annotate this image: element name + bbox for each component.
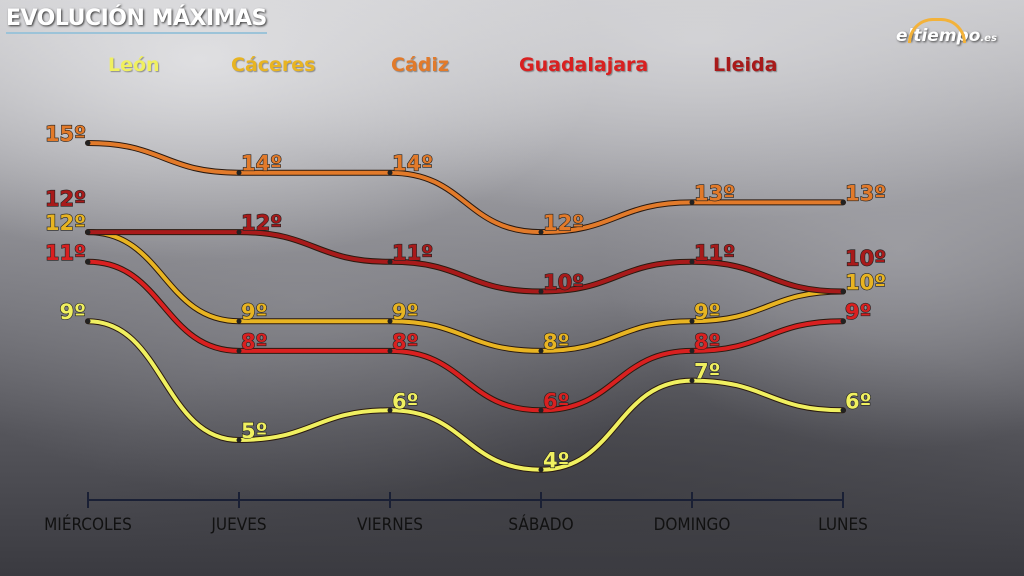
data-point bbox=[840, 199, 846, 205]
data-label: 12º bbox=[543, 211, 584, 235]
data-label: 9º bbox=[694, 300, 720, 324]
data-label: 10º bbox=[543, 271, 584, 295]
data-point bbox=[689, 318, 695, 324]
legend-item-guadalajara: Guadalajara bbox=[519, 54, 649, 76]
chart-title: EVOLUCIÓN MÁXIMAS bbox=[6, 6, 267, 34]
x-tick-label: DOMINGO bbox=[654, 515, 731, 535]
data-point bbox=[387, 318, 393, 324]
data-label: 15º bbox=[45, 122, 86, 146]
data-point bbox=[85, 259, 91, 265]
x-tick-label: LUNES bbox=[818, 515, 868, 535]
data-point bbox=[538, 289, 544, 294]
data-point bbox=[236, 229, 242, 235]
data-point bbox=[840, 318, 846, 324]
data-label: 8º bbox=[694, 330, 720, 354]
data-label: 10º bbox=[845, 247, 886, 271]
data-label: 11º bbox=[694, 241, 735, 265]
data-point bbox=[85, 229, 91, 235]
data-point bbox=[236, 437, 242, 443]
data-point bbox=[387, 259, 393, 265]
data-point bbox=[85, 318, 91, 324]
data-label: 6º bbox=[543, 389, 569, 413]
legend: León Cáceres Cádiz Guadalajara Lleida bbox=[0, 54, 1024, 84]
legend-item-leon: León bbox=[108, 54, 160, 76]
x-tick-label: JUEVES bbox=[210, 515, 266, 535]
data-label: 4º bbox=[543, 449, 569, 473]
x-tick-label: MIÉRCOLES bbox=[44, 513, 132, 535]
data-label: 14º bbox=[392, 152, 433, 176]
data-label: 11º bbox=[45, 241, 86, 265]
data-point bbox=[538, 229, 544, 235]
series-line bbox=[86, 230, 845, 353]
data-label: 8º bbox=[543, 330, 569, 354]
data-point bbox=[689, 199, 695, 205]
data-label: 6º bbox=[392, 389, 418, 413]
data-label: 6º bbox=[845, 389, 871, 413]
data-label: 12º bbox=[45, 187, 86, 211]
data-point bbox=[236, 170, 242, 176]
data-point bbox=[85, 140, 91, 146]
data-point bbox=[387, 407, 393, 413]
x-tick-label: SÁBADO bbox=[508, 513, 573, 535]
series-line bbox=[86, 319, 845, 472]
data-label: 14º bbox=[241, 152, 282, 176]
data-label: 9º bbox=[845, 300, 871, 324]
data-label: 12º bbox=[45, 211, 86, 235]
data-point bbox=[538, 348, 544, 354]
legend-item-cadiz: Cádiz bbox=[391, 54, 449, 76]
data-point bbox=[538, 407, 544, 413]
data-point bbox=[387, 170, 393, 176]
eltiempo-logo: eltiempo.es bbox=[896, 18, 997, 46]
series-line bbox=[86, 141, 845, 235]
data-point bbox=[840, 289, 846, 294]
series-line bbox=[86, 259, 845, 413]
data-label: 5º bbox=[241, 419, 267, 443]
data-label: 13º bbox=[694, 181, 735, 205]
data-label: 11º bbox=[392, 241, 433, 265]
data-label: 12º bbox=[241, 211, 282, 235]
data-label: 8º bbox=[241, 330, 267, 354]
data-point bbox=[387, 348, 393, 354]
data-label: 8º bbox=[392, 330, 418, 354]
data-point bbox=[689, 259, 695, 265]
x-tick-label: VIERNES bbox=[357, 515, 423, 535]
logo-suffix: .es bbox=[980, 33, 997, 44]
data-point bbox=[689, 378, 695, 384]
legend-item-caceres: Cáceres bbox=[231, 54, 316, 76]
data-label: 10º bbox=[845, 271, 886, 295]
data-label: 9º bbox=[60, 300, 86, 324]
data-label: 13º bbox=[845, 181, 886, 205]
data-label: 9º bbox=[241, 300, 267, 324]
data-point bbox=[236, 318, 242, 324]
legend-item-lleida: Lleida bbox=[713, 54, 778, 76]
data-point bbox=[538, 467, 544, 473]
series-line bbox=[86, 230, 845, 294]
data-label: 9º bbox=[392, 300, 418, 324]
data-point bbox=[689, 348, 695, 354]
data-point bbox=[236, 348, 242, 354]
data-label: 7º bbox=[694, 360, 720, 384]
data-point bbox=[840, 407, 846, 413]
